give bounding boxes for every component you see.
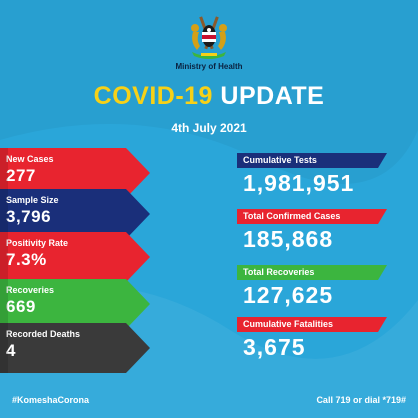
total-confirmed-value: 185,868 bbox=[243, 226, 334, 252]
stat-value: 7.3% bbox=[6, 250, 47, 269]
ministry-name: Ministry of Health bbox=[175, 62, 243, 71]
stat-value: 669 bbox=[6, 297, 36, 316]
cumulative-fatalities-value: 3,675 bbox=[243, 334, 306, 360]
stat-shade bbox=[0, 279, 8, 329]
stat-value: 4 bbox=[6, 341, 16, 360]
total-confirmed-label: Total Confirmed Cases bbox=[237, 209, 387, 224]
cumulative-tests-label: Cumulative Tests bbox=[237, 153, 387, 168]
cumulative-fatalities-label: Cumulative Fatalities bbox=[237, 317, 387, 332]
stat-recorded-deaths: Recorded Deaths 4 bbox=[0, 323, 150, 373]
cumulative-tests-value: 1,981,951 bbox=[243, 170, 355, 196]
stat-label: Positivity Rate bbox=[6, 238, 69, 248]
hotline: Call 719 or dial *719# bbox=[316, 395, 406, 405]
stat-label: New Cases bbox=[6, 154, 54, 164]
hashtag: #KomeshaCorona bbox=[12, 395, 90, 405]
report-date: 4th July 2021 bbox=[171, 121, 247, 135]
stat-label: Recoveries bbox=[6, 285, 55, 295]
stat-shade bbox=[0, 232, 8, 282]
stat-shade bbox=[0, 148, 8, 198]
stat-recoveries: Recoveries 669 bbox=[0, 279, 150, 329]
stat-shade bbox=[0, 189, 8, 239]
stat-value: 277 bbox=[6, 166, 36, 185]
title-covid: COVID-19 bbox=[93, 82, 213, 110]
stat-label: Sample Size bbox=[6, 195, 59, 205]
kenya-coat-of-arms-icon bbox=[191, 16, 227, 59]
stat-value: 3,796 bbox=[6, 207, 52, 226]
stat-label: Recorded Deaths bbox=[6, 329, 81, 339]
page-title: COVID-19 UPDATE bbox=[0, 82, 418, 111]
total-recoveries-label: Total Recoveries bbox=[237, 265, 387, 280]
stat-sample-size: Sample Size 3,796 bbox=[0, 189, 150, 239]
stat-positivity-rate: Positivity Rate 7.3% bbox=[0, 232, 150, 282]
stat-shade bbox=[0, 323, 8, 373]
title-update: UPDATE bbox=[220, 82, 325, 110]
total-recoveries-value: 127,625 bbox=[243, 282, 334, 308]
